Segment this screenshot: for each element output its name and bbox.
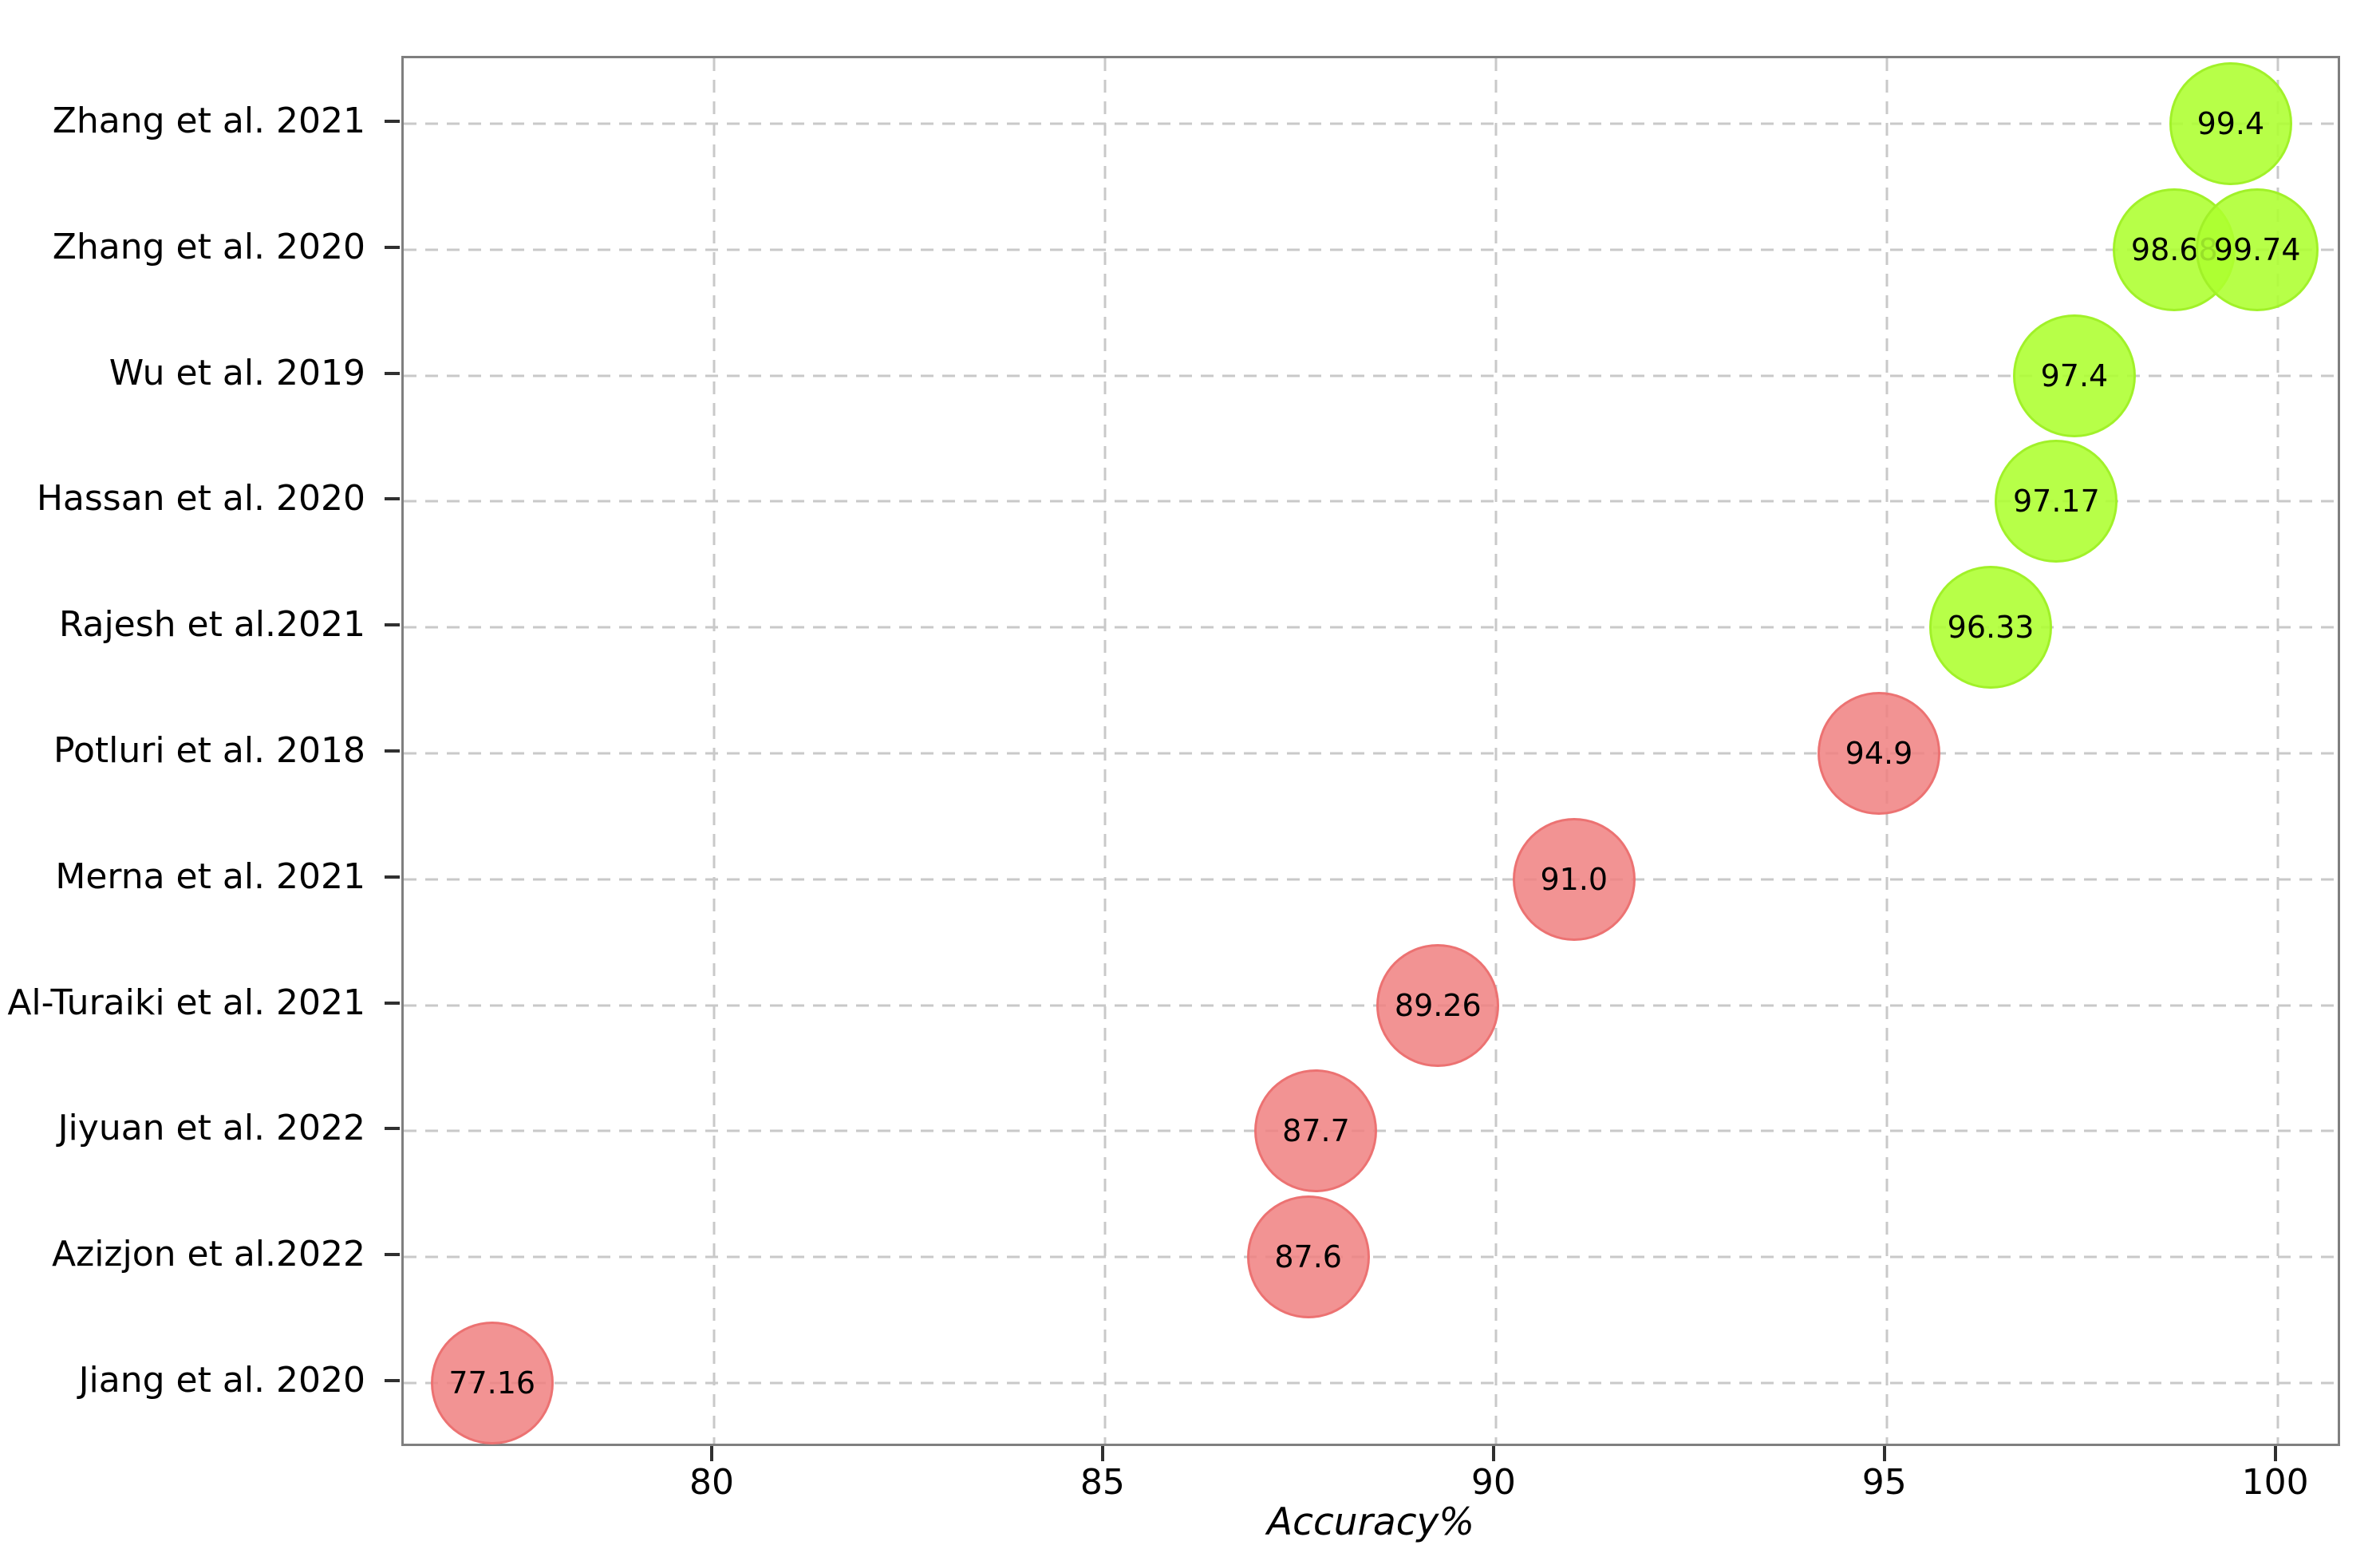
- gridline-horizontal: [404, 878, 2338, 881]
- y-tick-mark: [385, 875, 400, 879]
- y-category-label: Wu et al. 2019: [109, 352, 365, 393]
- data-bubble: 77.16: [430, 1322, 554, 1444]
- y-category-label: Jiang et al. 2020: [78, 1359, 365, 1401]
- y-category-label: Al-Turaiki et al. 2021: [7, 982, 365, 1023]
- data-bubble: 99.4: [2169, 62, 2292, 185]
- y-category-label: Hassan et al. 2020: [36, 478, 365, 520]
- y-tick-mark: [385, 497, 400, 501]
- gridline-horizontal: [404, 122, 2338, 125]
- bubble-value-label: 94.9: [1845, 736, 1913, 771]
- gridline-horizontal: [404, 374, 2338, 377]
- data-bubble: 94.9: [1817, 692, 1940, 815]
- y-tick-mark: [385, 749, 400, 753]
- data-bubble: 91.0: [1512, 817, 1636, 941]
- y-tick-mark: [385, 371, 400, 375]
- bubble-value-label: 87.7: [1282, 1113, 1350, 1149]
- bubble-value-label: 99.74: [2213, 231, 2301, 267]
- x-tick-mark: [1491, 1446, 1495, 1461]
- y-tick-mark: [385, 1127, 400, 1131]
- y-tick-mark: [385, 1253, 400, 1257]
- y-tick-mark: [385, 245, 400, 249]
- data-bubble: 96.33: [1929, 566, 2053, 690]
- gridline-horizontal: [404, 1255, 2338, 1259]
- data-bubble: 87.6: [1246, 1195, 1370, 1319]
- y-category-label: Rajesh et al.2021: [58, 603, 365, 645]
- x-tick-label: 100: [2241, 1462, 2309, 1503]
- y-tick-mark: [385, 623, 400, 627]
- gridline-horizontal: [404, 626, 2338, 629]
- x-tick-label: 85: [1079, 1462, 1125, 1503]
- x-axis-title: Accuracy%: [1266, 1500, 1475, 1544]
- x-tick-mark: [2273, 1446, 2277, 1461]
- gridline-vertical: [712, 58, 716, 1444]
- x-tick-label: 95: [1861, 1462, 1907, 1503]
- y-category-label: Potluri et al. 2018: [53, 729, 365, 771]
- bubble-value-label: 91.0: [1540, 861, 1608, 897]
- y-category-label: Jiyuan et al. 2022: [57, 1108, 365, 1149]
- gridline-horizontal: [404, 500, 2338, 503]
- gridline-vertical: [1103, 58, 1107, 1444]
- data-bubble: 99.74: [2196, 188, 2319, 311]
- bubble-value-label: 99.4: [2196, 106, 2265, 141]
- y-category-label: Azizjon et al.2022: [52, 1233, 365, 1274]
- data-bubble: 87.7: [1254, 1069, 1378, 1193]
- data-bubble: 89.26: [1376, 943, 1500, 1067]
- gridline-horizontal: [404, 1004, 2338, 1007]
- gridline-horizontal: [404, 752, 2338, 755]
- x-tick-mark: [1100, 1446, 1104, 1461]
- bubble-value-label: 87.6: [1274, 1239, 1342, 1275]
- bubble-value-label: 77.16: [448, 1365, 536, 1401]
- plot-area: 99.4 98.68 99.74 97.4 97.17 96.33 94.9 91.0 89.2…: [401, 56, 2340, 1446]
- y-tick-mark: [385, 1001, 400, 1005]
- y-tick-mark: [385, 120, 400, 123]
- x-tick-label: 80: [689, 1462, 734, 1503]
- y-category-label: Zhang et al. 2020: [52, 226, 365, 267]
- y-category-label: Merna et al. 2021: [55, 856, 365, 897]
- gridline-horizontal: [404, 1381, 2338, 1385]
- bubble-value-label: 89.26: [1394, 987, 1482, 1023]
- data-bubble: 97.4: [2012, 314, 2136, 437]
- gridline-vertical: [1494, 58, 1498, 1444]
- bubble-value-label: 96.33: [1947, 610, 2035, 646]
- y-tick-mark: [385, 1379, 400, 1382]
- data-bubble: 97.17: [1995, 440, 2118, 563]
- bubble-value-label: 97.17: [2012, 484, 2100, 520]
- gridline-vertical: [2276, 58, 2279, 1444]
- x-tick-mark: [1882, 1446, 1886, 1461]
- bubble-value-label: 97.4: [2040, 358, 2109, 393]
- gridline-horizontal: [404, 248, 2338, 251]
- x-tick-mark: [709, 1446, 713, 1461]
- y-category-label: Zhang et al. 2021: [52, 100, 365, 141]
- x-tick-label: 90: [1470, 1462, 1516, 1503]
